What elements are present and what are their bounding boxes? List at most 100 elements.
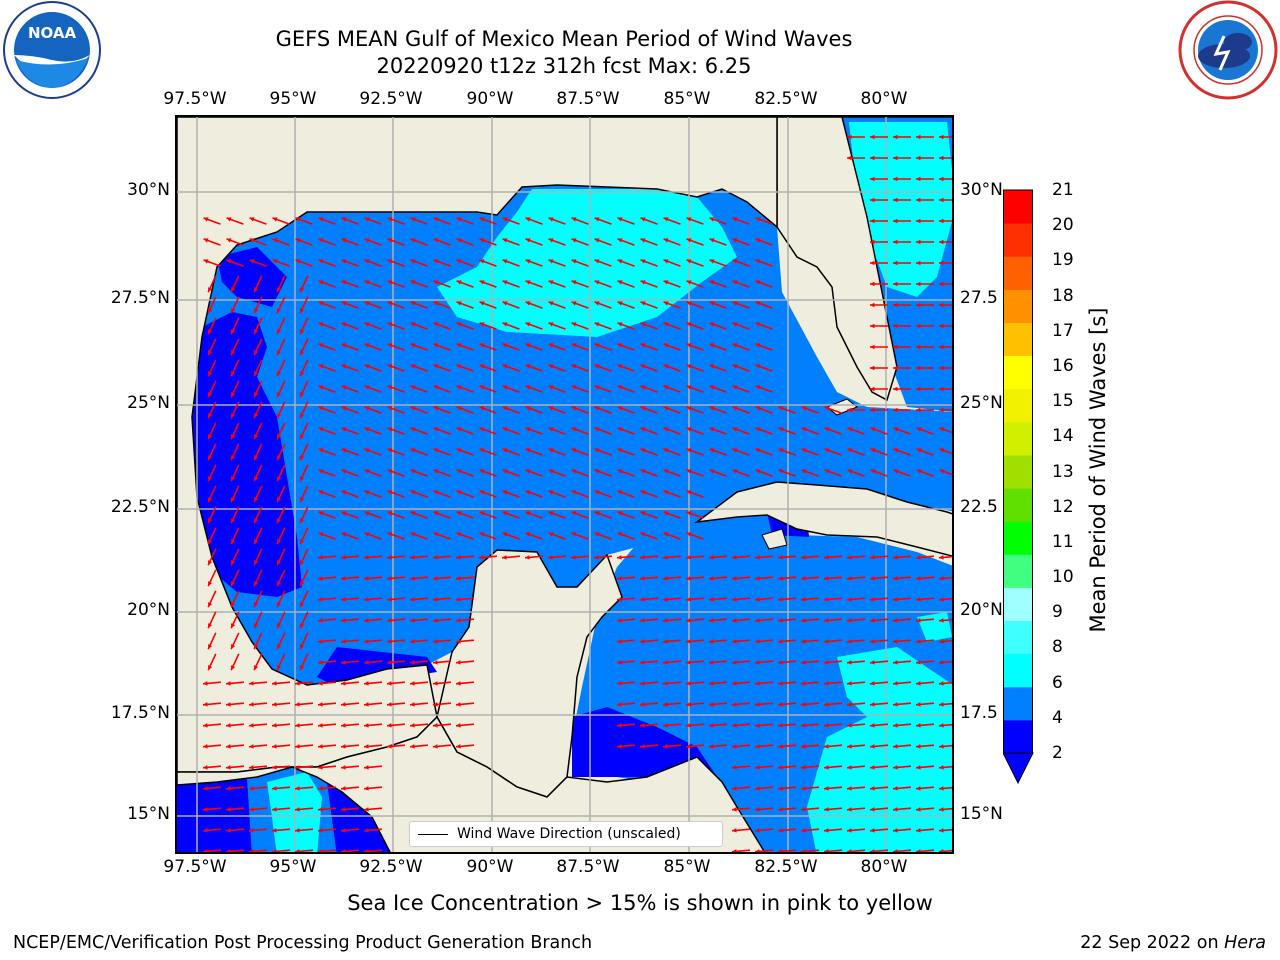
wind-wave-arrow-head [709, 343, 715, 348]
wind-wave-direction-arrows [202, 134, 952, 852]
wind-wave-arrow-head [341, 238, 347, 243]
colorbar-segment [1003, 223, 1033, 257]
wind-wave-arrow-head [893, 218, 898, 224]
wind-wave-arrow-head [939, 849, 944, 852]
lon-label: 95°W [269, 89, 317, 109]
credit-text: NCEP/EMC/Verification Post Processing Pr… [13, 933, 593, 953]
wind-wave-arrow-head [318, 597, 323, 602]
wind-wave-arrow-head [870, 176, 875, 182]
colorbar-tick-label: 14 [1052, 426, 1074, 447]
wind-wave-arrow-head [939, 469, 945, 474]
run-date-text: 22 Sep 2022 on [1080, 933, 1219, 953]
wind-wave-arrow-head [663, 660, 668, 665]
wind-wave-arrow-head [755, 723, 760, 728]
wind-wave-arrow-head [387, 681, 392, 686]
wind-wave-arrow-head [824, 765, 829, 770]
colorbar-segment [1003, 719, 1033, 754]
wind-wave-arrow-head [663, 469, 669, 474]
wind-wave-arrow-head [709, 660, 714, 665]
wind-wave-arrow-head [341, 744, 346, 749]
wind-wave-arrow-head [341, 849, 346, 852]
colorbar-tick-label: 11 [1052, 531, 1074, 552]
wind-wave-arrow-head [870, 786, 875, 791]
wind-wave-arrow-head [916, 723, 921, 728]
wind-wave-arrow-head [893, 639, 898, 644]
wind-wave-arrow-head [208, 581, 213, 587]
wind-wave-arrow-head [295, 849, 300, 852]
wind-wave-arrow-head [364, 723, 369, 728]
wind-wave-arrow-head [870, 828, 875, 833]
wind-wave-arrow-head [939, 639, 944, 644]
wind-wave-arrow-head [824, 807, 829, 812]
wind-wave-arrow-head [778, 786, 783, 791]
wind-wave-arrow-head [226, 259, 232, 264]
wind-wave-arrow-head [755, 217, 761, 222]
wind-wave-arrow-head [410, 555, 415, 560]
lat-label: 27.5 [960, 288, 998, 308]
wind-wave-arrow-head [732, 828, 737, 833]
wind-wave-arrow-head [916, 702, 921, 707]
wind-wave-arrow-head [203, 765, 208, 770]
wind-wave-arrow-head [208, 329, 213, 335]
lon-label: 95°W [269, 857, 317, 877]
wind-wave-arrow-head [594, 469, 600, 474]
wind-wave-arrow-head [893, 344, 898, 350]
wind-wave-arrow-head [686, 702, 691, 707]
wind-wave-arrow-head [663, 618, 668, 623]
wind-wave-arrow-head [939, 323, 944, 329]
wind-wave-arrow-head [801, 406, 807, 411]
wind-wave-arrow-head [208, 644, 213, 650]
wind-wave-arrow-head [226, 702, 231, 707]
wind-wave-arrow-head [778, 849, 783, 852]
wind-wave-arrow-head [300, 308, 305, 314]
colorbar-segment [1003, 521, 1033, 555]
wind-wave-arrow-head [548, 385, 554, 390]
wind-wave-arrow-head [277, 560, 282, 566]
wind-wave-arrow-head [364, 807, 369, 812]
wind-wave-arrow-head [640, 490, 646, 495]
colorbar-tick-label: 19 [1052, 250, 1074, 271]
wind-wave-arrow-head [870, 302, 875, 308]
lon-label: 82.5°W [754, 89, 818, 109]
wind-wave-arrow-head [755, 555, 760, 560]
wind-wave-arrow-head [686, 406, 692, 411]
wind-wave-arrow-head [254, 287, 259, 293]
wind-wave-arrow-head [847, 134, 852, 140]
wind-wave-arrow-head [939, 765, 944, 770]
wind-wave-arrow-head [617, 490, 623, 495]
wind-wave-arrow-head [801, 723, 806, 728]
wind-wave-arrow-head [231, 644, 236, 650]
wind-wave-arrow-head [893, 386, 898, 392]
wind-wave-arrow-head [824, 469, 830, 474]
wind-wave-arrow-head [939, 197, 944, 203]
wind-wave-arrow-head [249, 765, 254, 770]
wind-wave-arrow-head [686, 744, 691, 749]
wind-wave-arrow-head [318, 681, 323, 686]
wind-wave-arrow-head [893, 618, 898, 623]
wind-wave-arrow-head [755, 660, 760, 665]
wind-wave-arrow-head [208, 602, 213, 608]
wind-wave-arrow-head [617, 723, 622, 728]
wind-wave-arrow-head [778, 469, 784, 474]
wind-wave-arrow-head [318, 427, 324, 432]
wind-wave-arrow-head [640, 364, 646, 369]
wind-wave-arrow-head [410, 343, 416, 348]
wind-wave-arrow-head [640, 217, 646, 222]
lat-label: 20°N [960, 600, 1003, 620]
wind-wave-arrow-head [870, 344, 875, 350]
wind-wave-arrow-head [433, 448, 439, 453]
wind-wave-arrow-head [318, 259, 324, 264]
wind-wave-arrow-head [300, 560, 305, 566]
wind-wave-arrow-head [686, 322, 692, 327]
map-svg [177, 117, 952, 852]
wind-wave-arrow-head [709, 301, 715, 306]
wind-wave-arrow-head [318, 511, 324, 516]
wind-wave-arrow-head [732, 427, 738, 432]
lon-label: 80°W [860, 857, 908, 877]
colorbar-segment [1003, 289, 1033, 323]
central-america-land [177, 715, 766, 852]
wind-wave-arrow-head [617, 385, 623, 390]
wind-wave-arrow-head [755, 576, 760, 581]
wind-wave-arrow-head [732, 786, 737, 791]
wind-wave-arrow-head [847, 427, 853, 432]
